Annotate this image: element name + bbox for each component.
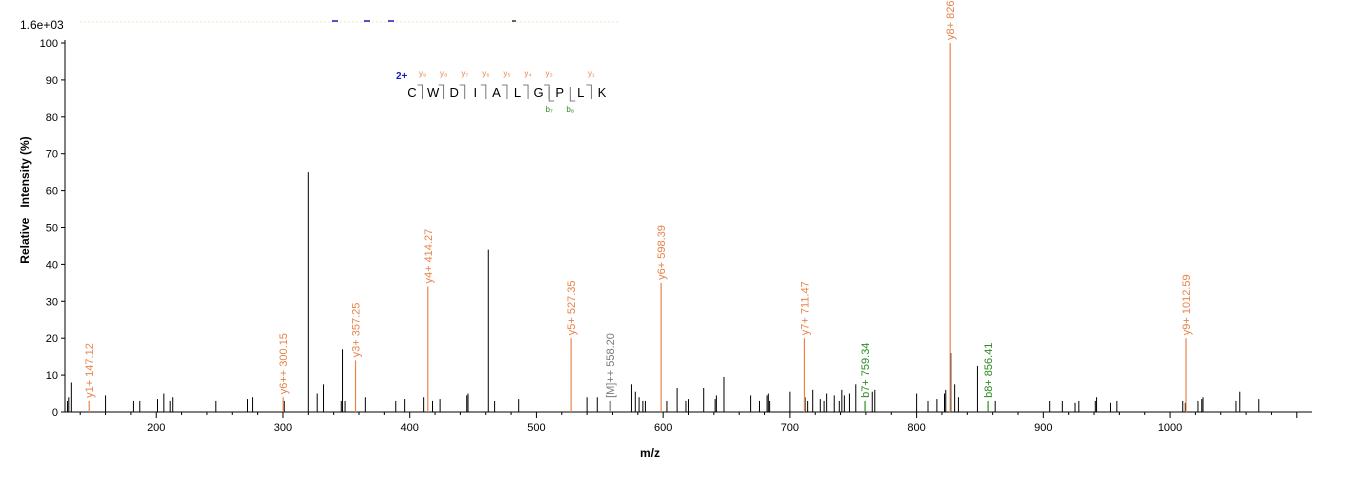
y-cleavage-mark [501,84,508,99]
peak-label: y6+ 598.39 [656,225,668,280]
y-cleavage-mark [586,84,592,99]
peak-label: y3+ 357.25 [351,303,363,358]
residue-letter: K [598,85,607,100]
x-tick-label: 400 [401,422,419,434]
peak-label: y6++ 300.15 [278,333,290,394]
residue-letter: C [407,85,416,100]
x-tick-label: 600 [654,422,672,434]
residue-letter: D [450,85,459,100]
charge-state-label: 2+ [396,71,408,82]
peak-label: y8+ 826.50 [945,0,957,40]
residue-letter: L [577,85,584,100]
y-cleavage-mark [438,84,445,99]
residue-letter: L [514,85,521,100]
residue-letter: A [492,85,501,100]
peak-label: y5+ 527.35 [566,280,578,335]
y-tick-label: 80 [46,112,58,124]
x-tick-label: 800 [907,422,925,434]
x-tick-label: 200 [147,422,165,434]
peak-label: [M]++ 558.20 [605,333,617,398]
b-fragment-label: b₇ [546,105,553,114]
y-tick-label: 30 [46,296,58,308]
x-tick-label: 500 [527,422,545,434]
y-cleavage-mark [480,84,487,99]
residue-letter: I [473,85,477,100]
x-tick-label: 700 [781,422,799,434]
residue-letter: G [534,85,544,100]
y-tick-label: 70 [46,149,58,161]
peak-label: b8+ 856.41 [983,343,995,398]
y-cleavage-mark [459,84,466,99]
x-tick-label: 300 [274,422,292,434]
residue-letter: W [427,85,440,100]
y-fragment-label: y₉ [419,69,426,78]
y-fragment-label: y₁ [588,69,595,78]
intensity-max-label: 1.6e+03 [20,18,64,32]
y-tick-label: 50 [46,223,58,235]
y-fragment-label: y₈ [440,69,447,78]
peak-label: y4+ 414.27 [423,229,435,284]
y-fragment-label: y₇ [461,69,468,78]
y-tick-label: 10 [46,370,58,382]
x-tick-label: 900 [1034,422,1052,434]
y-cleavage-mark [417,84,423,99]
peak-label: b7+ 759.34 [860,343,872,398]
y-fragment-label: y₆ [482,69,489,78]
b-cleavage-mark [548,87,555,102]
y-tick-label: 40 [46,259,58,271]
peak-label: y7+ 711.47 [799,281,811,335]
x-tick-label: 1000 [1158,422,1182,434]
y-fragment-label: y₅ [503,69,510,78]
b-fragment-label: b₈ [566,105,574,114]
y-cleavage-mark [544,84,550,99]
y-tick-label: 0 [52,407,58,419]
y-tick-label: 100 [40,38,58,50]
b-cleavage-mark [569,87,576,102]
y-axis-title: Relative Intensity (%) [18,136,32,263]
y-fragment-label: y₄ [524,69,531,78]
y-tick-label: 90 [46,75,58,87]
y-cleavage-mark [523,84,529,99]
peak-label: y9+ 1012.59 [1181,274,1193,335]
y-fragment-label: y₃ [546,69,553,78]
y-tick-label: 60 [46,186,58,198]
x-axis-title: m/z [640,446,660,460]
y-tick-label: 20 [46,333,58,345]
peak-label: y1+ 147.12 [84,343,96,398]
residue-letter: P [555,85,564,100]
